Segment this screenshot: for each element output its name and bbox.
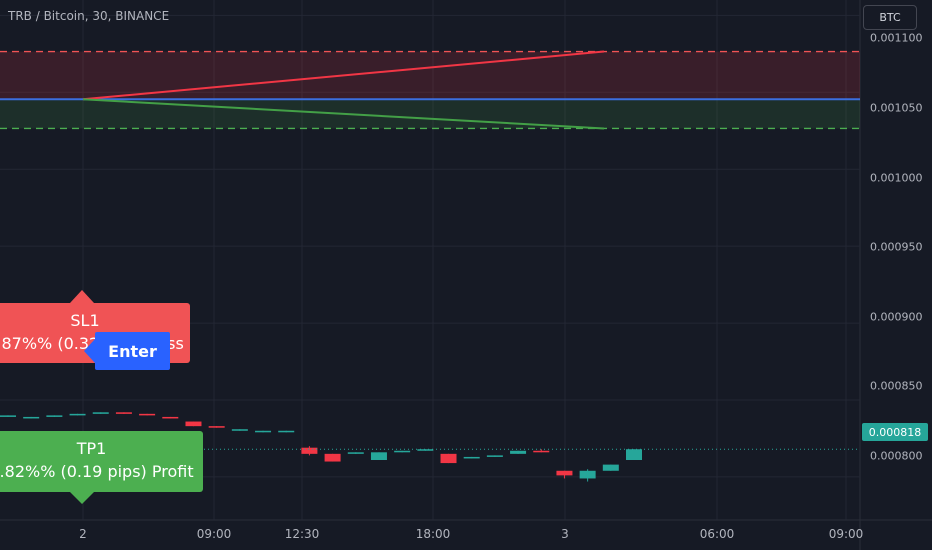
price-tick-label: 0.000950	[870, 240, 923, 254]
time-tick-label: 2	[79, 527, 87, 541]
take-profit-detail: 1.82%% (0.19 pips) Profit	[0, 462, 194, 481]
candle-body	[46, 415, 63, 417]
candle-body	[370, 452, 387, 460]
candle-body	[231, 429, 248, 431]
candle-body	[301, 447, 318, 454]
price-tick-label: 0.000800	[870, 449, 923, 463]
stop-loss-projection	[82, 50, 605, 101]
candle-body	[92, 412, 109, 414]
candle-body	[579, 470, 596, 479]
time-tick-label: 3	[561, 527, 569, 541]
candle-body	[208, 426, 225, 428]
candle-body	[417, 449, 434, 451]
candle-body	[324, 453, 341, 462]
candle-body	[0, 415, 16, 417]
candle-body	[394, 450, 411, 453]
candle-body	[23, 416, 40, 419]
candle-body	[626, 449, 642, 460]
time-tick-label: 09:00	[828, 527, 864, 541]
candle-body	[347, 452, 364, 454]
candle-body	[115, 412, 132, 414]
time-tick-label: 09:00	[196, 527, 232, 541]
entry-label[interactable]: Enter	[95, 332, 170, 370]
candle-body	[510, 450, 527, 454]
candle-body	[139, 413, 156, 416]
time-tick-label: 12:30	[284, 527, 320, 541]
candle-body	[463, 456, 480, 459]
price-tick-label: 0.001100	[870, 31, 923, 45]
candle-body	[255, 430, 272, 433]
candle-body	[486, 455, 503, 457]
last-price-badge: 0.000818	[862, 423, 928, 441]
price-tick-label: 0.000900	[870, 310, 923, 324]
price-tick-label: 0.000850	[870, 379, 923, 393]
candle-body	[533, 450, 550, 453]
candle-body	[69, 413, 86, 416]
entry-arrow	[84, 339, 95, 363]
take-profit-title: TP1	[76, 439, 107, 458]
symbol-title: TRB / Bitcoin, 30, BINANCE	[8, 9, 170, 23]
candle-body	[278, 430, 295, 433]
currency-button[interactable]: BTC	[863, 5, 917, 30]
time-tick-label: 06:00	[699, 527, 735, 541]
time-tick-label: 18:00	[415, 527, 451, 541]
candle-body	[162, 416, 179, 419]
stop-loss-title: SL1	[70, 311, 100, 330]
take-profit-zone	[0, 99, 860, 129]
candle-body	[556, 470, 573, 476]
candle-body	[185, 421, 202, 427]
stop-loss-arrow	[70, 290, 94, 303]
take-profit-arrow	[70, 492, 94, 504]
price-tick-label: 0.001050	[870, 101, 923, 115]
take-profit-label[interactable]: TP1 1.82%% (0.19 pips) Profit	[0, 431, 203, 492]
candle-body	[602, 464, 619, 471]
stop-loss-zone	[0, 51, 860, 100]
candle-body	[440, 453, 457, 464]
price-tick-label: 0.001000	[870, 171, 923, 185]
take-profit-projection	[82, 98, 605, 130]
